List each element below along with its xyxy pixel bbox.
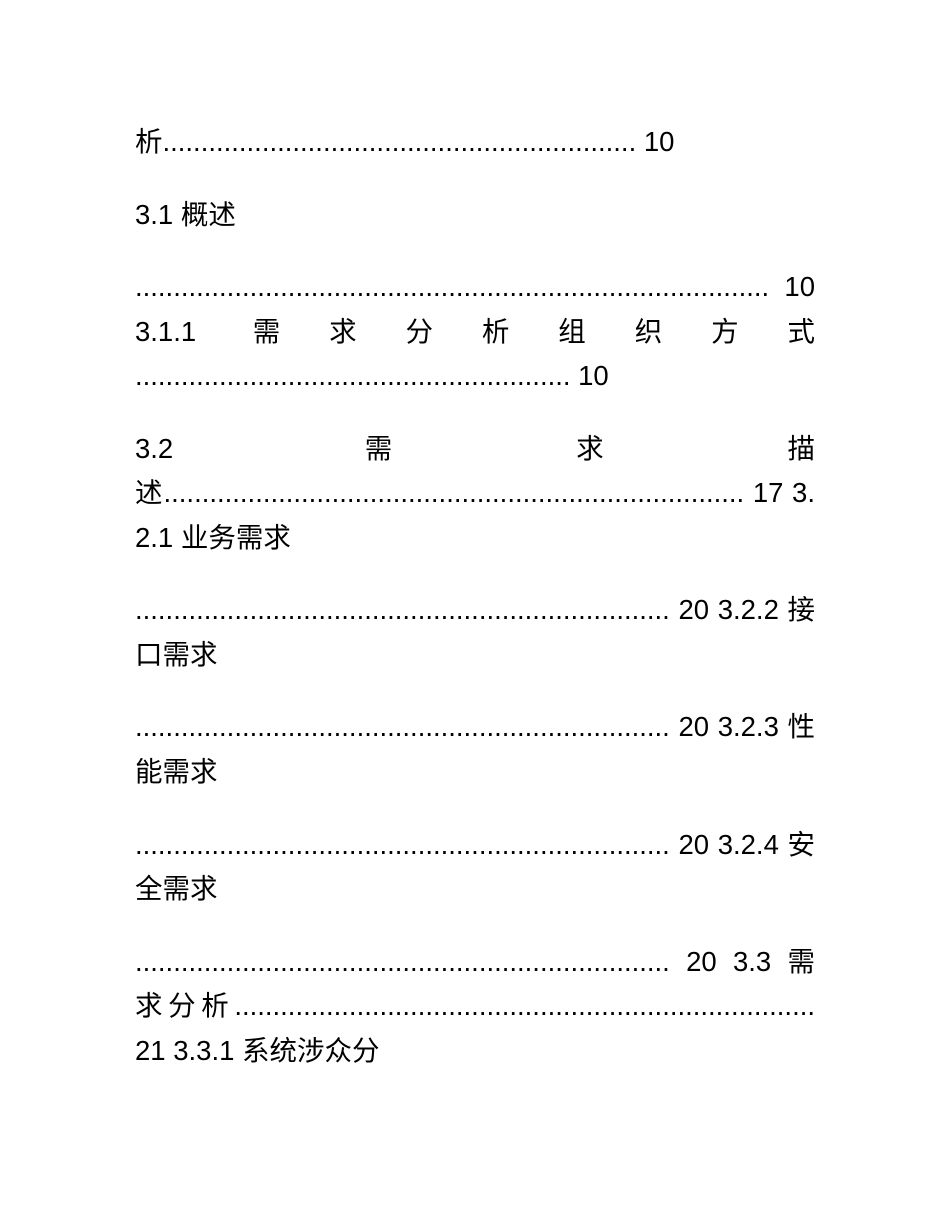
toc-line: 3.2 需求描述................................… <box>135 427 815 561</box>
toc-line: 析.......................................… <box>135 120 815 165</box>
toc-line: ........................................… <box>135 823 815 912</box>
toc-line: ........................................… <box>135 588 815 677</box>
toc-line: ........................................… <box>135 265 815 399</box>
toc-line: ........................................… <box>135 940 815 1074</box>
document-page: 析.......................................… <box>0 0 950 1230</box>
toc-line: 3.1 概述 <box>135 193 815 238</box>
toc-line: ........................................… <box>135 705 815 794</box>
